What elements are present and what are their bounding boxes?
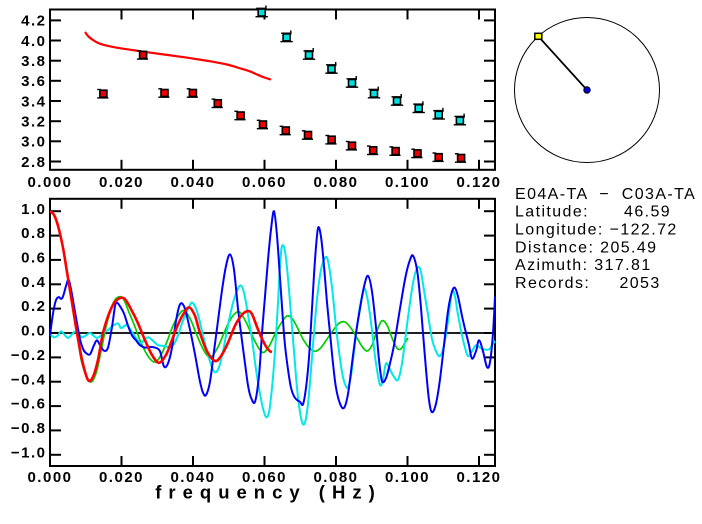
svg-text:0.000: 0.000 bbox=[27, 469, 72, 486]
svg-text:0.6: 0.6 bbox=[21, 250, 46, 267]
svg-text:−0.8: −0.8 bbox=[11, 420, 47, 437]
svg-text:0.0: 0.0 bbox=[21, 323, 46, 340]
svg-text:0.040: 0.040 bbox=[170, 174, 215, 191]
svg-text:Longitude: −122.72: Longitude: −122.72 bbox=[515, 222, 678, 239]
svg-text:0.080: 0.080 bbox=[313, 174, 358, 191]
svg-text:Distance: 205.49: Distance: 205.49 bbox=[515, 239, 657, 256]
svg-text:2.8: 2.8 bbox=[21, 154, 46, 171]
svg-text:0.000: 0.000 bbox=[27, 174, 72, 191]
svg-text:0.120: 0.120 bbox=[456, 174, 501, 191]
svg-text:3.2: 3.2 bbox=[21, 114, 46, 131]
svg-text:E04A-TA − C03A-TA: E04A-TA − C03A-TA bbox=[515, 186, 696, 203]
svg-text:3.8: 3.8 bbox=[21, 53, 46, 70]
svg-text:0.2: 0.2 bbox=[21, 298, 46, 315]
svg-text:0.4: 0.4 bbox=[21, 274, 46, 291]
svg-text:−0.6: −0.6 bbox=[11, 396, 47, 413]
svg-text:−0.4: −0.4 bbox=[11, 371, 47, 388]
svg-text:−0.2: −0.2 bbox=[11, 347, 47, 364]
svg-text:−1.0: −1.0 bbox=[11, 444, 47, 461]
svg-text:Latitude: 46.59: Latitude: 46.59 bbox=[515, 204, 671, 221]
svg-text:0.8: 0.8 bbox=[21, 225, 46, 242]
svg-text:3.0: 3.0 bbox=[21, 134, 46, 151]
svg-text:0.020: 0.020 bbox=[99, 469, 144, 486]
svg-text:3.6: 3.6 bbox=[21, 73, 46, 90]
svg-text:0.080: 0.080 bbox=[313, 469, 358, 486]
svg-text:0.060: 0.060 bbox=[242, 174, 287, 191]
svg-text:0.120: 0.120 bbox=[456, 469, 501, 486]
svg-text:0.100: 0.100 bbox=[385, 174, 430, 191]
svg-text:3.4: 3.4 bbox=[21, 93, 46, 110]
svg-text:0.040: 0.040 bbox=[170, 469, 215, 486]
svg-text:1.0: 1.0 bbox=[21, 201, 46, 218]
svg-text:Azimuth: 317.81: Azimuth: 317.81 bbox=[515, 257, 652, 274]
svg-text:0.060: 0.060 bbox=[242, 469, 287, 486]
svg-text:4.0: 4.0 bbox=[21, 33, 46, 50]
svg-text:frequency (Hz): frequency (Hz) bbox=[155, 482, 382, 503]
svg-text:4.2: 4.2 bbox=[21, 13, 46, 30]
svg-text:0.100: 0.100 bbox=[385, 469, 430, 486]
svg-text:0.020: 0.020 bbox=[99, 174, 144, 191]
svg-text:Records: 2053: Records: 2053 bbox=[515, 275, 661, 292]
